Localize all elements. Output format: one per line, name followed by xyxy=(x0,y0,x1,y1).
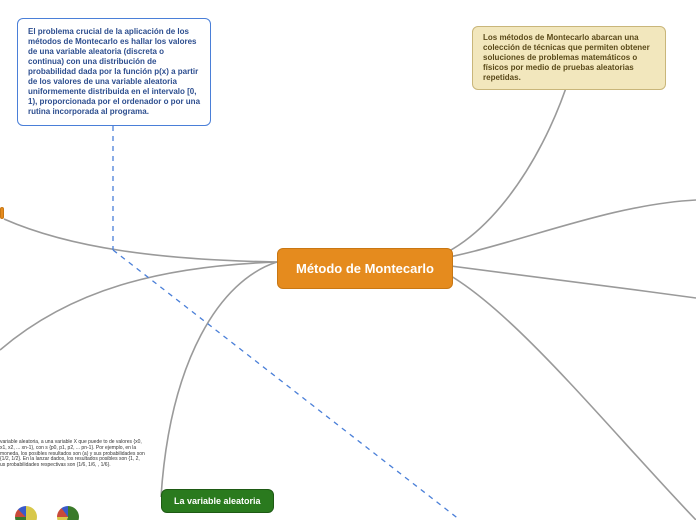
node-problema-crucial[interactable]: El problema crucial de la aplicación de … xyxy=(17,18,211,126)
node-offscreen-bottom-left-text: variable aleatoria, a una variable X que… xyxy=(0,440,145,469)
node-metodos-abarcan[interactable]: Los métodos de Montecarlo abarcan una co… xyxy=(472,26,666,90)
node-variable-aleatoria-text: La variable aleatoria xyxy=(174,496,261,506)
pie-chart-1 xyxy=(15,506,37,520)
node-variable-aleatoria[interactable]: La variable aleatoria xyxy=(161,489,274,513)
node-problema-crucial-text: El problema crucial de la aplicación de … xyxy=(28,27,200,116)
node-metodos-abarcan-text: Los métodos de Montecarlo abarcan una co… xyxy=(483,33,650,82)
central-topic[interactable]: Método de Montecarlo xyxy=(277,248,453,289)
node-offscreen-left[interactable] xyxy=(0,207,4,219)
central-topic-label: Método de Montecarlo xyxy=(296,261,434,276)
pie-chart-2 xyxy=(57,506,79,520)
